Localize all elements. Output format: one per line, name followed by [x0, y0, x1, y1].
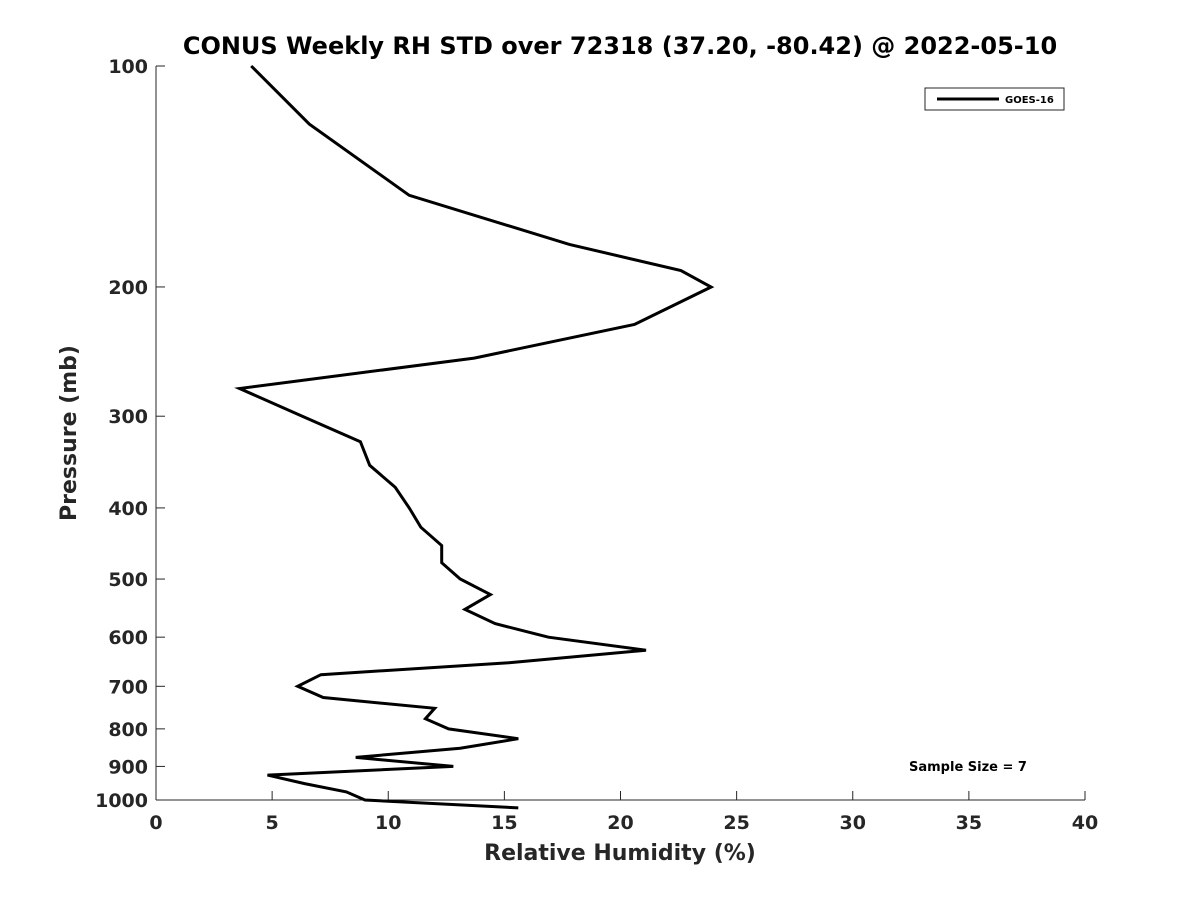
x-tick-label: 30 [840, 812, 866, 834]
y-tick-label: 300 [108, 406, 148, 428]
x-tick-label: 20 [607, 812, 633, 834]
y-tick-label: 1000 [95, 790, 148, 812]
sample-size-annotation: Sample Size = 7 [909, 760, 1027, 775]
series-layer [234, 64, 715, 810]
y-tick-label: 400 [108, 498, 148, 520]
y-tick-label: 800 [108, 719, 148, 741]
chart-title: CONUS Weekly RH STD over 72318 (37.20, -… [183, 32, 1057, 60]
x-tick-label: 0 [149, 812, 162, 834]
y-tick-label: 700 [108, 676, 148, 698]
y-tick-label: 100 [108, 56, 148, 78]
x-ticks: 0 5 10 15 20 25 30 35 40 [149, 791, 1098, 834]
legend-label-goes16: GOES-16 [1005, 95, 1054, 106]
x-tick-label: 10 [375, 812, 401, 834]
x-axis-label: Relative Humidity (%) [484, 841, 756, 866]
y-axis-label: Pressure (mb) [57, 345, 82, 521]
y-tick-label: 900 [108, 756, 148, 778]
x-tick-label: 15 [491, 812, 517, 834]
legend: GOES-16 [924, 87, 1065, 111]
x-tick-label: 5 [266, 812, 279, 834]
x-tick-label: 35 [956, 812, 982, 834]
y-tick-label: 500 [108, 569, 148, 591]
y-tick-label: 200 [108, 277, 148, 299]
y-tick-label: 600 [108, 627, 148, 649]
x-tick-label: 25 [723, 812, 749, 834]
x-tick-label: 40 [1072, 812, 1098, 834]
y-ticks: 100 200 300 400 500 600 700 800 900 1000 [95, 56, 165, 812]
